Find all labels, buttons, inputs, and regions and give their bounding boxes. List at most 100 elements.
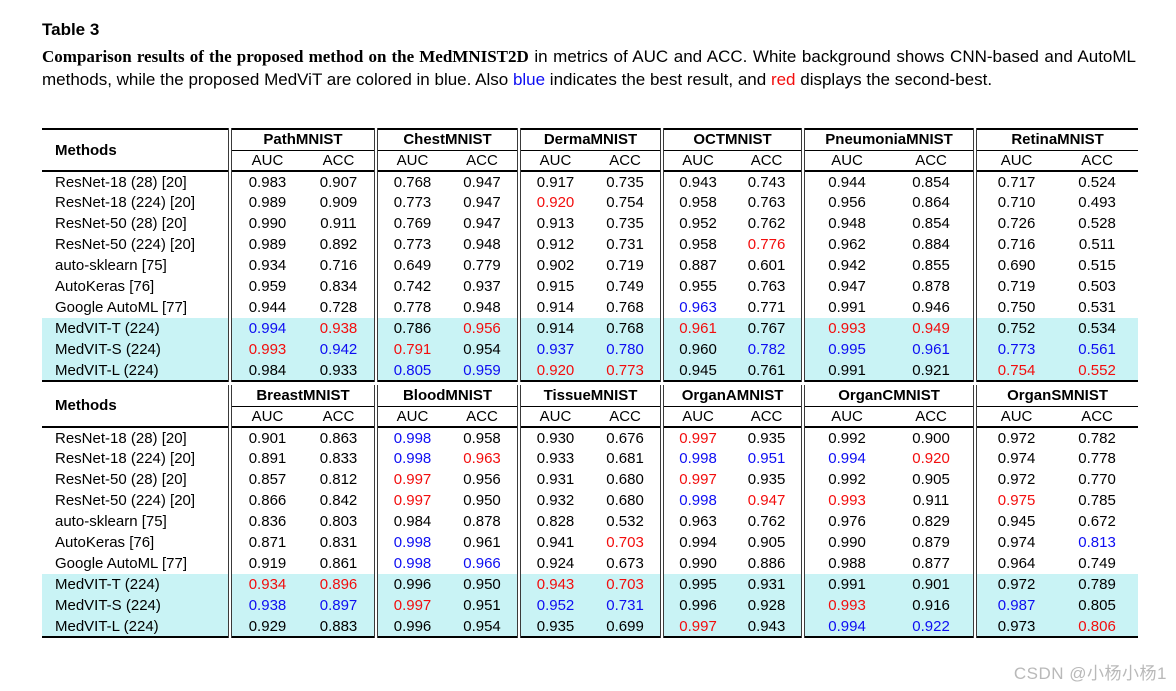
value-cell: 0.672 (1078, 513, 1116, 530)
methods-column-header: Methods (42, 385, 230, 428)
value-cell: 0.996 (374, 574, 448, 595)
metric-header: AUC (374, 406, 448, 428)
value-cell: 0.975 (973, 490, 1057, 511)
value-cell: 0.924 (517, 553, 591, 574)
metric-header: ACC (447, 406, 520, 428)
value-cell: 0.773 (590, 360, 663, 381)
method-cell: MedVIT-S (224) (42, 595, 230, 616)
value-cell: 0.933 (517, 448, 591, 469)
value-cell: 0.956 (447, 318, 520, 339)
value-cell: 0.958 (660, 192, 733, 213)
value-cell: 0.938 (228, 595, 303, 616)
dataset-header: ChestMNIST (374, 129, 520, 151)
value-cell: 0.768 (606, 299, 644, 316)
value-cell: 0.937 (517, 339, 591, 360)
metric-header: ACC (889, 150, 976, 172)
value-cell: 0.897 (303, 595, 377, 616)
value-cell: 0.785 (1078, 492, 1116, 509)
value-cell: 0.786 (374, 318, 448, 339)
method-cell: MedVIT-T (224) (42, 574, 230, 595)
value-cell: 0.854 (912, 215, 950, 232)
value-cell: 0.998 (374, 448, 448, 469)
value-cell: 0.887 (660, 255, 733, 276)
value-cell: 0.959 (228, 276, 303, 297)
value-cell: 0.771 (747, 299, 786, 316)
value-cell: 0.754 (973, 360, 1057, 381)
value-cell: 0.995 (660, 574, 733, 595)
value-cell: 0.959 (447, 360, 520, 381)
value-cell: 0.934 (228, 574, 303, 595)
metric-header: AUC (973, 150, 1057, 172)
value-cell: 0.719 (973, 276, 1057, 297)
value-cell: 0.833 (319, 450, 358, 467)
value-cell: 0.754 (606, 194, 644, 211)
value-cell: 0.768 (374, 171, 448, 192)
method-cell: ResNet-50 (28) [20] (55, 215, 187, 232)
value-cell: 0.989 (228, 234, 303, 255)
value-cell: 0.952 (517, 595, 591, 616)
value-cell: 0.717 (973, 171, 1057, 192)
value-cell: 0.972 (973, 574, 1057, 595)
method-cell: ResNet-18 (28) [20] (55, 429, 187, 447)
metric-header: AUC (801, 406, 890, 428)
value-cell: 0.945 (973, 511, 1057, 532)
value-cell: 0.947 (801, 276, 890, 297)
value-cell: 0.950 (463, 492, 501, 509)
value-cell: 0.905 (747, 534, 786, 551)
dataset-header: PneumoniaMNIST (801, 129, 976, 151)
value-cell: 0.680 (606, 471, 644, 488)
table-row: Google AutoML [77] 0.944 0.728 0.778 0.948 0.… (42, 297, 1138, 318)
value-cell: 0.909 (319, 194, 358, 211)
value-cell: 0.993 (801, 490, 890, 511)
value-cell: 0.932 (517, 490, 591, 511)
value-cell: 0.991 (801, 360, 890, 381)
value-cell: 0.703 (590, 574, 663, 595)
value-cell: 0.984 (374, 511, 448, 532)
value-cell: 0.989 (228, 192, 303, 213)
value-cell: 0.743 (747, 173, 786, 191)
value-cell: 0.920 (517, 360, 591, 381)
method-cell: ResNet-50 (28) [20] (55, 471, 187, 488)
page: Table 3 Comparison results of the propos… (42, 20, 1139, 638)
method-cell: MedVIT-S (224) (42, 339, 230, 360)
metric-header: AUC (801, 150, 890, 172)
value-cell: 0.719 (606, 257, 644, 274)
table-row: ResNet-18 (224) [20] 0.891 0.833 0.998 0.963… (42, 448, 1138, 469)
method-cell: AutoKeras [76] (55, 278, 155, 295)
value-cell: 0.773 (973, 339, 1057, 360)
value-cell: 0.964 (973, 553, 1057, 574)
watermark: CSDN @小杨小杨1 (1013, 664, 1167, 683)
value-cell: 0.919 (228, 553, 303, 574)
value-cell: 0.731 (606, 236, 644, 253)
value-cell: 0.728 (319, 299, 358, 316)
caption-normal-part: in metrics of AUC and ACC. White backgro… (42, 47, 1137, 89)
value-cell: 0.992 (801, 427, 890, 448)
value-cell: 0.990 (228, 213, 303, 234)
value-cell: 0.963 (463, 450, 501, 467)
table-row: MedVIT-T (224) 0.934 0.896 0.996 0.950 0.943 0… (42, 574, 1139, 595)
value-cell: 0.962 (801, 234, 890, 255)
value-cell: 0.987 (973, 595, 1057, 616)
value-cell: 0.935 (517, 616, 591, 637)
value-cell: 0.735 (606, 173, 644, 191)
method-cell: MedVIT-L (224) (42, 616, 230, 637)
value-cell: 0.690 (973, 255, 1057, 276)
value-cell: 0.961 (660, 318, 733, 339)
value-cell: 0.991 (801, 574, 890, 595)
table-row: auto-sklearn [75] 0.934 0.716 0.649 0.779 0.9… (42, 255, 1138, 276)
dataset-header: OCTMNIST (660, 129, 804, 151)
results-tables: Methods PathMNIST ChestMNIST DermaMNIST OCTM… (42, 128, 1139, 638)
value-cell: 0.681 (606, 450, 644, 467)
value-cell: 0.749 (606, 278, 644, 295)
value-cell: 0.991 (801, 297, 890, 318)
table-row: MedVIT-S (224) 0.938 0.897 0.997 0.951 0.952 0… (42, 595, 1139, 616)
value-cell: 0.552 (1056, 360, 1139, 381)
table-row: MedVIT-S (224) 0.993 0.942 0.791 0.954 0.937 0… (42, 339, 1139, 360)
metric-header: AUC (374, 150, 448, 172)
value-cell: 0.996 (374, 616, 448, 637)
dataset-header: RetinaMNIST (973, 129, 1139, 151)
value-cell: 0.750 (973, 297, 1057, 318)
value-cell: 0.914 (517, 318, 591, 339)
value-cell: 0.958 (660, 234, 733, 255)
value-cell: 0.920 (517, 192, 591, 213)
